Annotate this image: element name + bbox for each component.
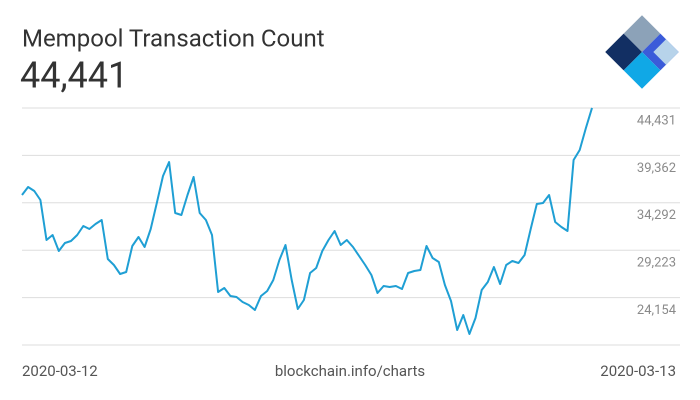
- source-label: blockchain.info/charts: [275, 362, 425, 380]
- logo-piece: [653, 39, 679, 65]
- chart-title: Mempool Transaction Count: [22, 24, 325, 52]
- data-line: [21, 107, 593, 335]
- y-tick-label: 44,431: [637, 113, 676, 128]
- logo-piece: [605, 33, 642, 71]
- headline-value: 44,441: [20, 55, 128, 97]
- y-tick-label: 24,154: [637, 303, 677, 318]
- logo-piece: [623, 52, 661, 89]
- logo-piece: [623, 15, 661, 52]
- y-tick-label: 29,223: [637, 256, 676, 271]
- y-tick-label: 39,362: [637, 161, 676, 176]
- logo: [605, 15, 679, 89]
- x-start-label: 2020-03-12: [22, 362, 98, 380]
- y-tick-label: 34,292: [637, 208, 676, 223]
- x-end-label: 2020-03-13: [600, 362, 676, 380]
